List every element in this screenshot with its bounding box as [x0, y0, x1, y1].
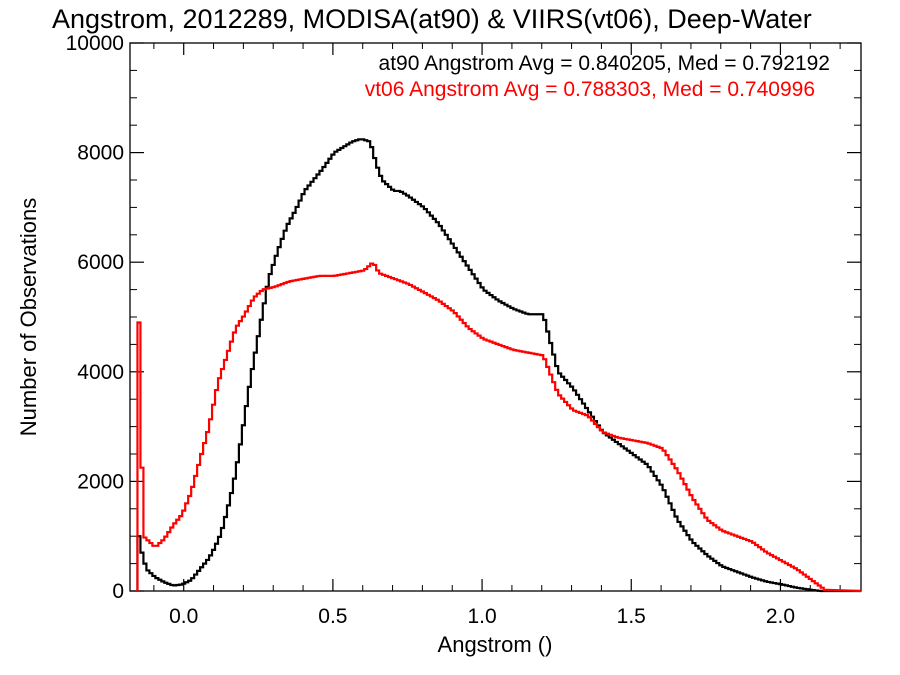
annotation-at90: at90 Angstrom Avg = 0.840205, Med = 0.79…: [379, 52, 830, 75]
x-tick-label: 0.0: [169, 605, 198, 628]
series-at90-line: [136, 138, 861, 593]
chart-title: Angstrom, 2012289, MODISA(at90) & VIIRS(…: [52, 4, 812, 34]
series-vt06-line: [136, 262, 862, 593]
y-tick-labels: 0 2000 4000 6000 8000 10000: [66, 32, 124, 603]
x-tick-labels: 0.0 0.5 1.0 1.5 2.0: [169, 605, 795, 628]
axis-ticks: [130, 42, 861, 592]
y-tick-label: 10000: [66, 32, 124, 55]
x-tick-label: 1.5: [617, 605, 646, 628]
x-tick-label: 0.5: [318, 605, 347, 628]
y-tick-label: 6000: [77, 251, 124, 274]
x-tick-label: 1.0: [467, 605, 496, 628]
y-axis-label: Number of Observations: [16, 198, 41, 436]
x-tick-label: 2.0: [766, 605, 795, 628]
plot-frame: [129, 42, 862, 592]
annotation-vt06: vt06 Angstrom Avg = 0.788303, Med = 0.74…: [365, 78, 815, 101]
y-tick-label: 0: [112, 580, 124, 603]
x-axis-label: Angstrom (): [438, 632, 553, 657]
series-layer: [136, 138, 862, 593]
y-tick-label: 4000: [77, 361, 124, 384]
y-tick-label: 8000: [77, 142, 124, 165]
y-tick-label: 2000: [77, 470, 124, 493]
